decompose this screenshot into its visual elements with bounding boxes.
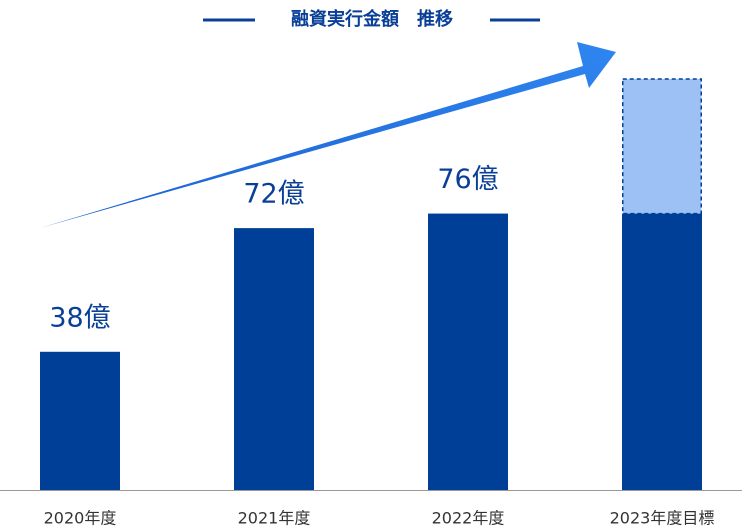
bar (622, 78, 702, 215)
bar (428, 213, 508, 490)
bar (234, 228, 314, 490)
x-tick-label: 2022年度 (432, 509, 505, 528)
chart-title: 融資実行金額 推移 (291, 8, 453, 30)
x-tick-label: 2023年度目標 (610, 509, 715, 528)
x-tick-label: 2020年度 (44, 509, 117, 528)
trend-arrow (40, 42, 616, 228)
x-tick-label: 2021年度 (238, 509, 311, 528)
value-label: 38億 (49, 302, 110, 333)
value-label: 76億 (437, 164, 498, 195)
bar (40, 351, 120, 490)
value-label: 72億 (243, 179, 304, 210)
bar (622, 213, 702, 490)
